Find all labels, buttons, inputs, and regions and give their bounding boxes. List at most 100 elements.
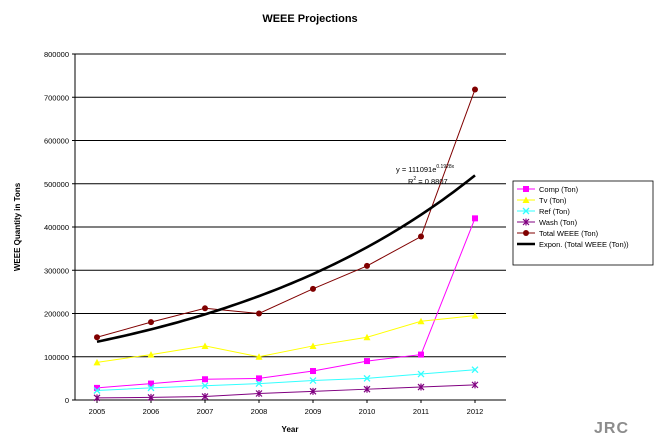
data-point-wash-ton <box>147 393 155 401</box>
data-point-ref-ton <box>201 382 209 390</box>
data-point-tv-ton <box>93 358 101 366</box>
svg-text:y = 111091e0.1928x: y = 111091e0.1928x <box>396 164 455 174</box>
trendline-equation: y = 111091e0.1928x R2 = 0.8807 <box>396 164 455 186</box>
series-line-total-weee-ton <box>96 89 476 338</box>
data-point-tv-ton <box>309 342 317 349</box>
data-point-ref-ton <box>471 366 479 374</box>
legend-item-comp-ton: Comp (Ton) <box>517 185 579 194</box>
data-point-comp-ton <box>418 351 424 358</box>
data-point-ref-ton <box>93 387 101 394</box>
data-point-total-weee-ton <box>418 233 424 240</box>
data-point-total-weee-ton <box>148 319 154 326</box>
data-point-comp-ton <box>148 380 154 387</box>
r2-value: = 0.8807 <box>416 177 448 186</box>
legend-label: Ref (Ton) <box>539 207 570 216</box>
data-point-tv-ton <box>363 333 371 341</box>
data-point-tv-ton <box>201 342 209 349</box>
equation-exponent: 0.1928x <box>436 164 454 170</box>
data-point-total-weee-ton <box>202 305 208 312</box>
data-point-total-weee-ton <box>472 86 478 93</box>
x-tick-label: 2005 <box>89 407 106 416</box>
data-point-wash-ton <box>471 381 479 389</box>
data-point-tv-ton <box>417 317 425 325</box>
legend-swatch-marker <box>522 218 530 226</box>
legend-swatch-marker <box>523 186 529 192</box>
x-tick-label: 2011 <box>413 407 429 416</box>
y-tick-label: 500000 <box>44 180 69 189</box>
series-line-tv-ton <box>96 315 476 363</box>
legend-label: Tv (Ton) <box>539 196 567 205</box>
x-tick-label: 2009 <box>305 407 322 416</box>
series-tv-ton <box>93 312 479 366</box>
series-wash-ton <box>93 381 479 402</box>
data-point-wash-ton <box>201 393 209 401</box>
equation-main: y = 111091e <box>396 165 436 174</box>
data-point-tv-ton <box>147 351 155 358</box>
data-point-comp-ton <box>202 376 208 383</box>
data-point-tv-ton <box>471 312 479 319</box>
data-point-wash-ton <box>255 390 263 398</box>
data-point-ref-ton <box>147 384 155 392</box>
series-ref-ton <box>93 366 479 394</box>
legend-label: Comp (Ton) <box>539 185 579 194</box>
legend-label: Expon. (Total WEEE (Ton)) <box>539 240 629 249</box>
chart-title: WEEE Projections <box>262 13 357 25</box>
x-axis-title: Year <box>282 425 299 434</box>
jrc-logo: JRC <box>594 420 630 437</box>
data-point-total-weee-ton <box>364 262 370 269</box>
data-point-ref-ton <box>309 377 317 384</box>
svg-text:R2 = 0.8807: R2 = 0.8807 <box>408 176 448 186</box>
legend-swatch-marker <box>522 207 530 215</box>
series-comp-ton <box>94 215 478 391</box>
data-point-total-weee-ton <box>310 285 316 292</box>
legend-swatch-marker <box>523 230 529 236</box>
y-tick-label: 400000 <box>44 223 69 232</box>
legend-label: Total WEEE (Ton) <box>539 229 599 238</box>
y-tick-label: 0 <box>65 396 69 405</box>
data-point-ref-ton <box>255 380 263 388</box>
legend-item-ref-ton: Ref (Ton) <box>517 207 570 216</box>
x-tick-label: 2008 <box>251 407 268 416</box>
legend: Comp (Ton) Tv (Ton) Ref (Ton) Wash (Ton) Tot… <box>512 180 654 266</box>
x-tick-label: 2012 <box>467 407 484 416</box>
trendline-exponential <box>96 174 476 344</box>
y-tick-label: 200000 <box>44 310 69 319</box>
x-tick-label: 2007 <box>197 407 214 416</box>
data-point-comp-ton <box>256 375 262 382</box>
legend-item-expon-total-weee-ton: Expon. (Total WEEE (Ton)) <box>517 240 629 249</box>
data-point-comp-ton <box>310 368 316 375</box>
r2-label: R <box>408 177 414 186</box>
y-tick-label: 600000 <box>44 137 69 146</box>
data-point-comp-ton <box>364 358 370 365</box>
legend-label: Wash (Ton) <box>539 218 578 227</box>
y-axis-ticks: 0 100000 200000 300000 400000 500000 600000 700… <box>44 50 75 405</box>
series-layer <box>93 86 479 402</box>
data-point-tv-ton <box>255 353 263 360</box>
legend-swatch-marker <box>522 196 530 203</box>
x-tick-label: 2006 <box>143 407 160 416</box>
legend-box <box>512 180 654 266</box>
x-tick-label: 2010 <box>359 407 376 416</box>
data-point-ref-ton <box>417 370 425 378</box>
data-point-total-weee-ton <box>256 310 262 317</box>
data-point-wash-ton <box>417 383 425 391</box>
data-point-ref-ton <box>363 374 371 382</box>
y-tick-label: 700000 <box>44 93 69 102</box>
y-axis-title: WEEE Quantity in Tons <box>13 182 22 271</box>
y-tick-label: 300000 <box>44 266 69 275</box>
series-total-weee-ton <box>94 86 478 341</box>
y-tick-label: 800000 <box>44 50 69 59</box>
data-point-wash-ton <box>93 394 101 402</box>
series-line-wash-ton <box>96 384 476 399</box>
data-point-wash-ton <box>309 387 317 395</box>
grid-lines <box>75 53 506 358</box>
r2-sup: 2 <box>413 176 416 182</box>
series-line-ref-ton <box>96 369 476 391</box>
x-axis-ticks: 2005 2006 2007 2008 2009 2010 2011 2012 <box>89 400 484 416</box>
data-point-comp-ton <box>472 215 478 222</box>
legend-item-total-weee-ton: Total WEEE (Ton) <box>517 229 599 238</box>
data-point-comp-ton <box>94 384 100 391</box>
legend-item-wash-ton: Wash (Ton) <box>517 218 578 227</box>
legend-item-tv-ton: Tv (Ton) <box>517 196 567 205</box>
data-point-total-weee-ton <box>94 334 100 341</box>
